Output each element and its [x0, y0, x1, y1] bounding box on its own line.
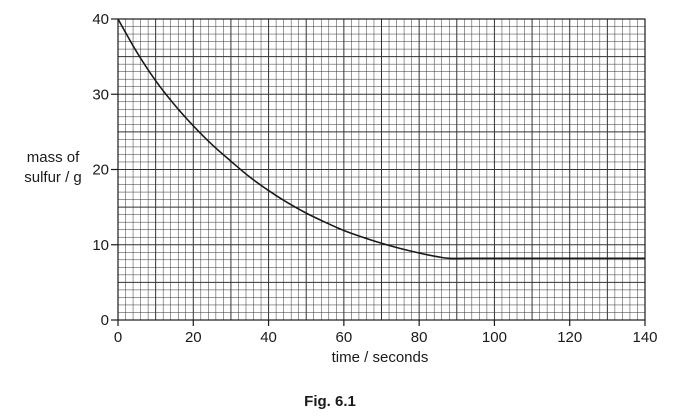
- y-tick-label: 0: [101, 312, 109, 329]
- y-tick-label: 10: [92, 237, 109, 254]
- y-tick-label: 20: [92, 162, 109, 179]
- x-tick-label: 100: [482, 329, 507, 346]
- grid: [117, 18, 646, 321]
- y-axis-label: mass of sulfur / g: [18, 148, 88, 188]
- x-tick-label: 80: [411, 329, 428, 346]
- figure-caption: Fig. 6.1: [304, 393, 356, 410]
- x-tick-label: 20: [185, 329, 202, 346]
- y-tick-label: 40: [92, 11, 109, 28]
- y-tick-label: 30: [92, 86, 109, 103]
- x-tick-label: 0: [114, 329, 122, 346]
- x-tick-label: 40: [260, 329, 277, 346]
- y-axis-label-line-1: mass of: [26, 149, 80, 166]
- x-tick-label: 60: [336, 329, 353, 346]
- axes: 0 10 20 30 40 0 20 40 60 80 100 120 140: [92, 11, 657, 346]
- x-axis-label: time / seconds: [331, 349, 429, 366]
- data-series: [117, 18, 645, 260]
- x-tick-label: 120: [557, 329, 582, 346]
- y-axis-label-line-2: sulfur / g: [24, 169, 82, 186]
- series-line: [117, 18, 645, 260]
- x-tick-label: 140: [632, 329, 657, 346]
